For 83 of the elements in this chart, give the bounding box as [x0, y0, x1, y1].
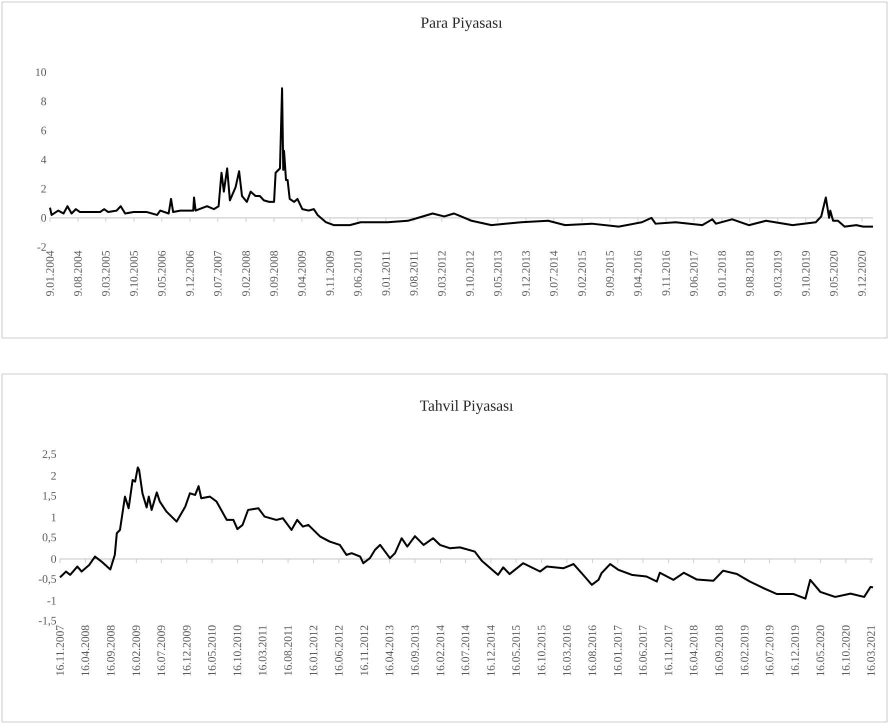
- x-tick-label: 16.04.2008: [81, 625, 90, 676]
- x-tick-label: 16.07.2019: [766, 625, 774, 676]
- x-tick-label: 16.02.2009: [132, 625, 140, 676]
- x-tick-label: 9.07.2007: [214, 250, 222, 296]
- x-tick-label: 16.12.2014: [487, 625, 495, 676]
- x-tick-label: 16.08.2016: [588, 625, 596, 676]
- x-tick-label: 16.03.2021: [867, 626, 875, 676]
- x-tick-label: 9.02.2015: [578, 250, 586, 296]
- x-tick-label: 9.10.2012: [466, 251, 474, 296]
- x-tick-label: 9.03.2019: [774, 250, 782, 296]
- x-tick-label: 16.10.2020: [842, 625, 850, 676]
- x-tick-label: 16.07.2009: [157, 625, 166, 676]
- x-tick-label: 16.12.2009: [182, 625, 191, 676]
- y-tick-label: 6: [41, 126, 46, 134]
- y-tick-label: 4: [40, 156, 46, 164]
- y-tick-label: 2: [51, 472, 56, 480]
- x-tick-label: 16.02.2019: [740, 625, 748, 676]
- x-tick-label: 16.05.2020: [816, 625, 824, 676]
- y-tick-label: -1,5: [38, 616, 56, 626]
- x-tick-label: 16.08.2011: [284, 626, 292, 676]
- x-tick-label: 16.11.2012: [360, 626, 368, 676]
- x-tick-label: 16.11.2007: [56, 625, 64, 676]
- x-tick-label: 16.09.2008: [106, 625, 115, 676]
- y-tick-label: 0: [51, 555, 56, 563]
- y-tick-label: 2,5: [42, 450, 56, 460]
- x-tick-label: 9.11.2016: [662, 250, 670, 296]
- y-tick-label: -1: [47, 596, 56, 604]
- y-tick-label: 2: [41, 184, 46, 193]
- x-tick-label: 16.06.2012: [334, 626, 343, 676]
- x-tick-label: 9.09.2015: [606, 250, 614, 296]
- x-tick-label: 9.11.2009: [326, 250, 334, 296]
- x-tick-label: 9.10.2005: [130, 250, 138, 296]
- y-tick-label: 8: [41, 98, 46, 106]
- x-tick-label: 9.01.2011: [382, 251, 390, 296]
- line-series: [49, 87, 874, 228]
- x-tick-label: 9.12.2013: [522, 250, 530, 296]
- y-tick-label: 10: [36, 68, 46, 76]
- x-tick-label: 9.10.2019: [802, 250, 810, 296]
- x-tick-label: 9.12.2020: [858, 250, 866, 296]
- x-tick-label: 9.04.2016: [634, 250, 642, 296]
- x-tick-label: 9.06.2017: [690, 250, 698, 296]
- x-tick-label: 9.05.2013: [494, 250, 502, 296]
- y-tick-label: -0,5: [38, 575, 56, 585]
- x-tick-label: 9.08.2011: [410, 251, 418, 296]
- x-tick-label: 9.12.2006: [186, 250, 194, 296]
- x-tick-label: 9.09.2008: [270, 250, 278, 296]
- y-tick-label: -2: [37, 243, 46, 251]
- line-series: [59, 466, 874, 600]
- x-tick-label: 16.10.2010: [234, 625, 242, 676]
- x-tick-label: 9.05.2006: [158, 250, 166, 296]
- x-tick-label: 16.01.2017: [614, 625, 622, 676]
- y-tick-label: 0: [41, 214, 46, 222]
- x-tick-label: 16.01.2012: [310, 626, 318, 676]
- x-tick-label: 16.09.2018: [715, 625, 723, 676]
- x-tick-label: 9.06.2010: [354, 250, 362, 296]
- x-tick-label: 9.05.2020: [830, 250, 838, 296]
- chart-title: Tahvil Piyasası: [420, 400, 514, 414]
- chart-title: Para Piyasası: [420, 18, 502, 32]
- x-tick-label: 9.08.2018: [746, 250, 754, 296]
- y-tick-label: 1: [52, 514, 56, 522]
- x-tick-label: 9.02.2008: [242, 250, 250, 296]
- x-tick-label: 16.04.2018: [690, 625, 698, 676]
- x-tick-label: 9.03.2012: [438, 251, 446, 296]
- x-tick-label: 16.02.2014: [436, 625, 444, 676]
- x-tick-label: 16.03.2016: [562, 625, 571, 676]
- y-tick-label: 1,5: [43, 492, 56, 502]
- x-tick-label: 9.01.2018: [718, 250, 726, 296]
- x-tick-label: 16.10.2015: [538, 625, 546, 676]
- y-tick-label: 0,5: [42, 534, 56, 543]
- x-tick-label: 9.08.2004: [74, 250, 82, 296]
- x-tick-label: 16.03.2011: [258, 626, 266, 676]
- x-tick-label: 16.06.2017: [639, 625, 647, 676]
- x-tick-label: 16.05.2010: [208, 625, 216, 676]
- x-tick-label: 16.04.2013: [386, 625, 394, 676]
- x-tick-label: 9.07.2014: [550, 250, 558, 296]
- x-tick-label: 9.04.2009: [298, 250, 306, 296]
- x-tick-label: 16.11.2017: [664, 625, 672, 676]
- x-tick-label: 16.09.2013: [411, 625, 419, 676]
- x-tick-label: 16.07.2014: [462, 625, 470, 676]
- x-tick-label: 16.05.2015: [512, 625, 520, 676]
- x-tick-label: 16.12.2019: [791, 625, 799, 676]
- x-tick-label: 9.03.2005: [102, 250, 110, 296]
- x-tick-label: 9.01.2004: [46, 250, 54, 296]
